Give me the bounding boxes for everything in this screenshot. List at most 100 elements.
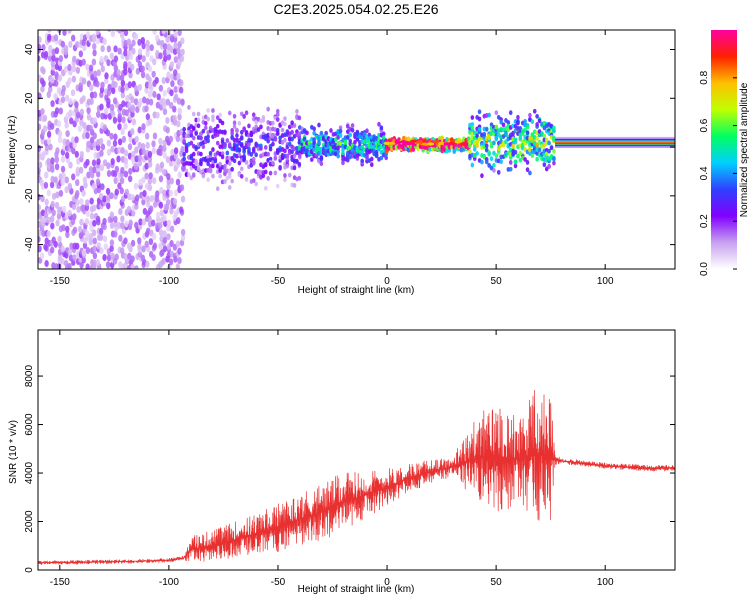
heatmap-cell [278,164,282,170]
heatmap-cell [369,162,374,168]
heatmap-cell [432,140,440,144]
heatmap-cell [144,132,150,140]
heatmap-cell [247,123,251,129]
heatmap-cell [237,152,242,157]
heatmap-cell [140,71,146,79]
heatmap-cell [68,117,74,125]
heatmap-cell [242,114,246,119]
heatmap-cell [109,211,115,219]
heatmap-cell [99,227,104,235]
heatmap-cell [75,189,80,197]
heatmap-cell [499,159,503,165]
heatmap-cell [162,214,167,222]
heatmap-cell [535,136,539,141]
heatmap-cell [123,253,128,261]
heatmap-cell [468,143,472,149]
heatmap-cell [55,219,60,227]
heatmap-cell [421,142,429,146]
heatmap-cell [275,112,280,117]
heatmap-cell [180,234,186,242]
heatmap-cell [95,30,101,36]
heatmap-cell [127,175,133,183]
heatmap-cell [211,108,215,113]
heatmap-cell [374,149,379,155]
heatmap-cell [492,150,496,156]
heatmap-cell [480,159,484,165]
heatmap-cell [102,159,108,167]
heatmap-cell [163,55,168,63]
heatmap-cell [196,117,201,123]
heatmap-cell [145,98,150,106]
heatmap-cell [528,146,532,152]
heatmap-cell [137,126,142,134]
heatmap-cell [230,131,234,136]
heatmap-cell [151,254,156,262]
heatmap-cell [239,173,244,179]
heatmap-cell [511,143,515,149]
heatmap-cell [60,178,65,186]
heatmap-cell [338,125,343,131]
heatmap-cell [38,150,41,158]
heatmap-cell [92,252,98,260]
heatmap-cell [121,135,127,143]
heatmap-cell [109,52,115,60]
heatmap-cell [362,131,367,137]
heatmap-cell [494,124,499,130]
heatmap-cell [91,159,97,167]
heatmap-cell [176,73,181,81]
heatmap-cell [119,187,124,195]
heatmap-cell [427,142,435,146]
heatmap-cell [544,137,549,143]
heatmap-cell [180,228,186,236]
heatmap-cell [355,136,360,142]
heatmap-cell [410,139,418,143]
heatmap-cell [142,189,147,197]
heatmap-cell [374,153,379,159]
heatmap-cell [508,160,513,165]
heatmap-cell [95,80,100,88]
heatmap-cell [77,225,83,233]
colorbar-ticks: 0.0 0.2 0.4 0.6 0.8 [699,70,737,276]
heatmap-cell [61,224,66,232]
heatmap-cell [191,111,196,117]
heatmap-cell [111,87,116,95]
heatmap-cell [51,209,56,217]
heatmap-cell [56,86,62,94]
heatmap-cell [552,148,556,154]
heatmap-cell [56,212,62,220]
heatmap-cell [208,167,213,173]
heatmap-cell [140,36,146,44]
heatmap-cell [180,37,185,45]
heatmap-cell [119,177,125,185]
heatmap-cell [295,145,299,151]
heatmap-cell [484,143,489,149]
heatmap-cell [165,116,170,124]
heatmap-cell [89,197,94,205]
heatmap-cell [182,138,186,144]
heatmap-cell [211,117,215,123]
colorbar-label: Normalized spectral amplitude [739,82,750,217]
heatmap-cell [213,158,218,164]
heatmap-cell [133,98,139,106]
heatmap-cell [68,40,73,48]
heatmap-cell [360,150,364,156]
heatmap-cell [102,253,107,261]
y-tick-label: 20 [24,92,35,104]
heatmap-cell [95,258,101,266]
heatmap-cell [170,80,175,88]
snr-y-ticks: 0 2000 4000 6000 8000 [24,365,675,573]
heatmap-cell [191,125,196,131]
heatmap-cell [147,90,153,98]
snr-x-axis-label: Height of straight line (km) [298,584,415,595]
heatmap-cell [86,107,91,115]
heatmap-cell [38,92,42,100]
heatmap-cell [492,140,496,146]
heatmap-cell [312,126,316,132]
heatmap-cell [65,139,70,147]
heatmap-cell [85,63,90,71]
heatmap-cell [67,182,73,190]
heatmap-cell [144,86,149,94]
heatmap-cell [173,30,178,38]
heatmap-cell [50,200,55,208]
heatmap-cell [152,132,158,140]
